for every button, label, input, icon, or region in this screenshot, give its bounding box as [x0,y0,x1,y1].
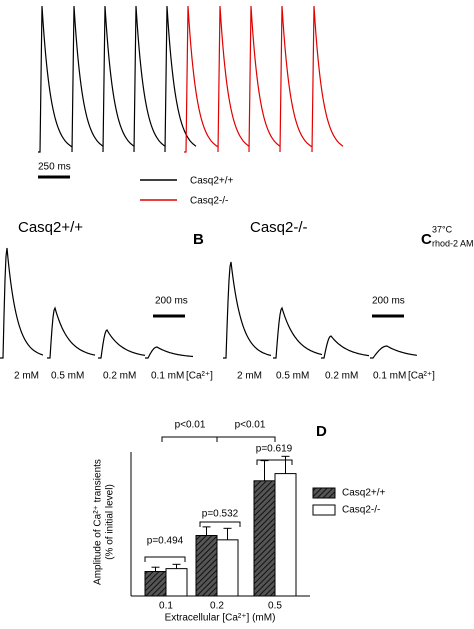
legend-swatch [312,504,336,516]
legend-label: Casq2-/- [342,505,380,516]
conc-label: 0.2 mM [325,371,358,382]
legend-label: Casq2-/- [190,196,228,207]
trace [0,247,44,359]
trace [223,261,272,359]
bracket [161,436,218,442]
condition: 37°C [432,224,453,234]
bar [165,568,188,597]
conc-label: 2 mM [14,371,39,382]
panel-letter: D [316,423,327,440]
conc-label: 0.5 mM [51,371,84,382]
bar [274,473,297,597]
conc-label: 0.5 mM [276,371,309,382]
bar [195,535,218,597]
conc-label: 0.1 mM [151,371,184,382]
scale-label: 200 ms [372,296,405,307]
annotation: p=0.532 [202,509,239,520]
y-axis-title: Amplitude of Ca²⁺ transients [93,459,104,585]
bar [216,539,239,597]
panel-letter: C [421,231,432,248]
trace [370,345,418,359]
conc-label: 2 mM [237,371,262,382]
bar [144,571,167,597]
trace [38,5,197,153]
genotype-label: Casq2-/- [250,219,308,236]
trace [184,5,344,153]
bracket [256,459,293,465]
scale-label: 200 ms [155,296,188,307]
genotype-label: Casq2+/+ [18,219,83,236]
annotation: p<0.01 [235,420,266,431]
panel-letter: B [193,231,204,248]
bracket [144,556,186,562]
bracket [216,436,276,442]
x-axis-title: Extracellular [Ca²⁺] (mM) [165,613,276,624]
x-tick-label: 0.5 [268,601,282,612]
trace [145,346,194,359]
trace [98,329,146,359]
trace [321,335,370,359]
annotation: p=0.619 [256,444,293,455]
bar [253,480,276,597]
condition: rhod-2 AM [432,238,474,248]
conc-label: [Ca²⁺] [408,371,435,382]
conc-label: [Ca²⁺] [186,371,213,382]
trace [273,306,323,359]
legend-swatch [312,487,336,499]
conc-label: 0.1 mM [373,371,406,382]
y-axis-title: (% of initial level) [105,484,116,560]
conc-label: 0.2 mM [103,371,136,382]
legend-label: Casq2+/+ [190,176,234,187]
bracket [199,521,241,527]
trace [47,306,96,359]
scale-label: 250 ms [38,162,71,173]
x-tick-label: 0.1 [159,601,173,612]
x-tick-label: 0.2 [210,601,224,612]
annotation: p<0.01 [175,420,206,431]
annotation: p=0.494 [147,536,184,547]
legend-label: Casq2+/+ [342,488,386,499]
